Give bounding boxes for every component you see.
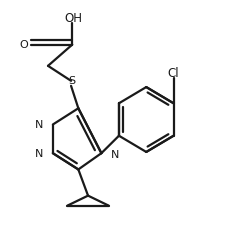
Text: Cl: Cl xyxy=(168,66,179,79)
Text: O: O xyxy=(20,40,29,50)
Text: N: N xyxy=(35,148,44,158)
Text: N: N xyxy=(111,150,119,160)
Text: N: N xyxy=(35,120,44,130)
Text: S: S xyxy=(68,75,75,85)
Text: OH: OH xyxy=(64,12,82,24)
